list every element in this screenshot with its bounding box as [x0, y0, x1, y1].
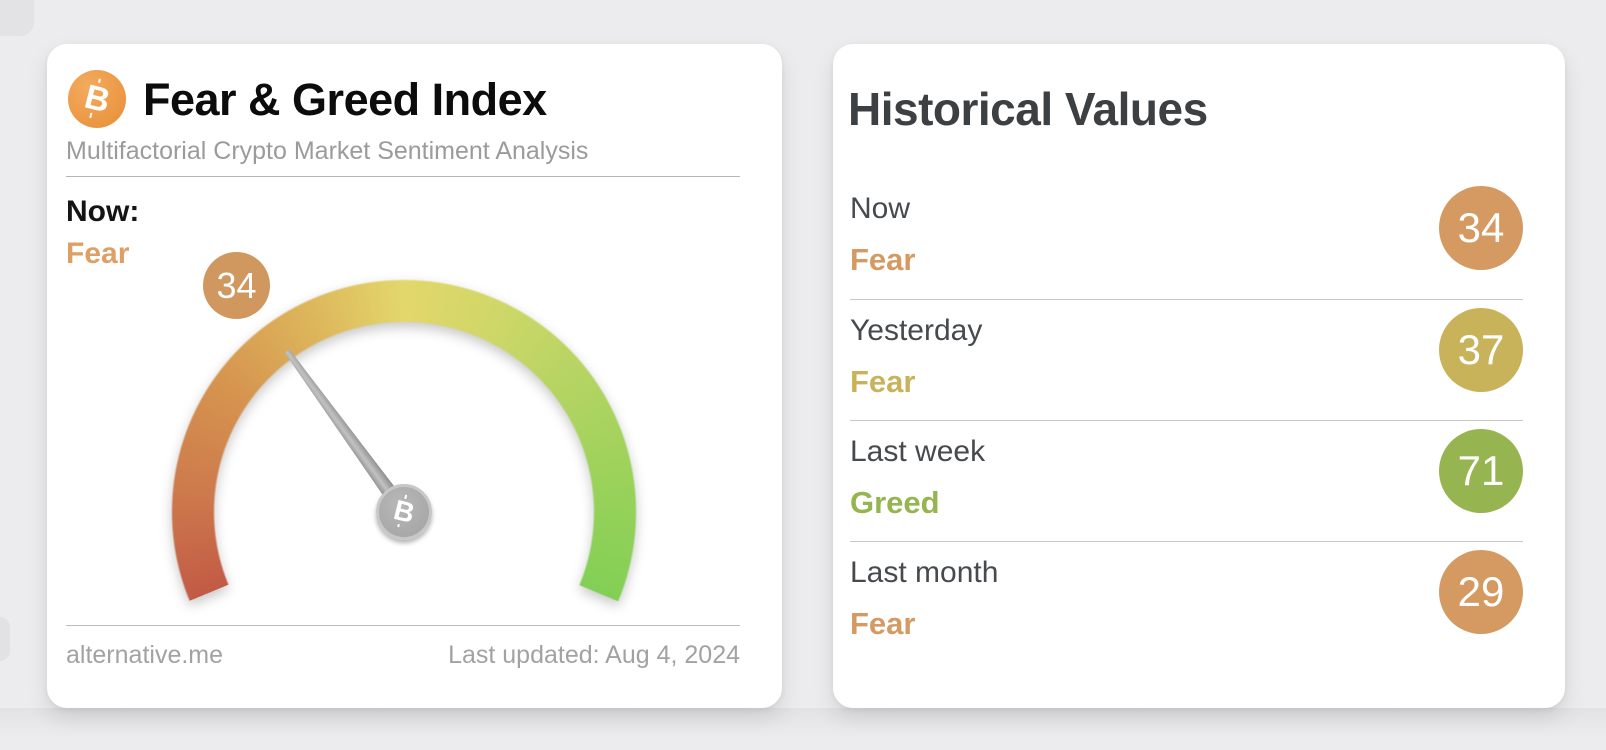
- row-value-badge: 37: [1439, 308, 1523, 392]
- row-label: Now: [850, 192, 911, 225]
- historical-row-last-month: Last month Fear 29: [850, 541, 1523, 662]
- historical-rows: Now Fear 34 Yesterday Fear 37 Last week …: [850, 178, 1523, 662]
- historical-title: Historical Values: [848, 83, 1208, 135]
- bitcoin-glyph: B: [80, 77, 114, 121]
- bitcoin-icon: B: [68, 70, 126, 128]
- historical-values-card: Historical Values Now Fear 34 Yesterday …: [833, 44, 1565, 708]
- gauge-hub: B: [376, 484, 432, 540]
- fear-greed-card: B Fear & Greed Index Multifactorial Cryp…: [47, 44, 782, 745]
- divider: [66, 625, 740, 626]
- row-sentiment: Fear: [850, 606, 916, 641]
- row-value-badge: 34: [1439, 186, 1523, 270]
- row-sentiment: Fear: [850, 242, 916, 277]
- row-label: Last month: [850, 556, 999, 589]
- card-title: Fear & Greed Index: [143, 74, 547, 125]
- historical-row-last-week: Last week Greed 71: [850, 420, 1523, 541]
- last-updated-text: Last updated: Aug 4, 2024: [448, 641, 740, 669]
- row-value-badge: 29: [1439, 550, 1523, 634]
- row-text: Last month Fear: [850, 556, 998, 642]
- row-label: Yesterday: [850, 314, 983, 347]
- historical-row-now: Now Fear 34: [850, 178, 1523, 299]
- row-sentiment: Fear: [850, 364, 916, 399]
- row-sentiment: Greed: [850, 485, 940, 520]
- card-footer: alternative.me Last updated: Aug 4, 2024: [66, 641, 740, 670]
- row-value-badge: 71: [1439, 429, 1523, 513]
- row-label: Last week: [850, 435, 986, 468]
- now-label: Now:: [66, 195, 140, 228]
- divider: [66, 176, 740, 177]
- row-text: Now Fear: [850, 192, 915, 278]
- gauge-value-badge: 34: [203, 252, 270, 319]
- adjacent-widget-edge: [0, 617, 10, 661]
- row-text: Yesterday Fear: [850, 314, 982, 400]
- row-text: Last week Greed: [850, 435, 985, 521]
- now-sentiment: Fear: [66, 237, 130, 270]
- historical-row-yesterday: Yesterday Fear 37: [850, 299, 1523, 420]
- bitcoin-glyph: B: [390, 494, 418, 530]
- card-subtitle: Multifactorial Crypto Market Sentiment A…: [66, 137, 589, 165]
- adjacent-widget-corner: [0, 0, 34, 36]
- source-link[interactable]: alternative.me: [66, 641, 224, 669]
